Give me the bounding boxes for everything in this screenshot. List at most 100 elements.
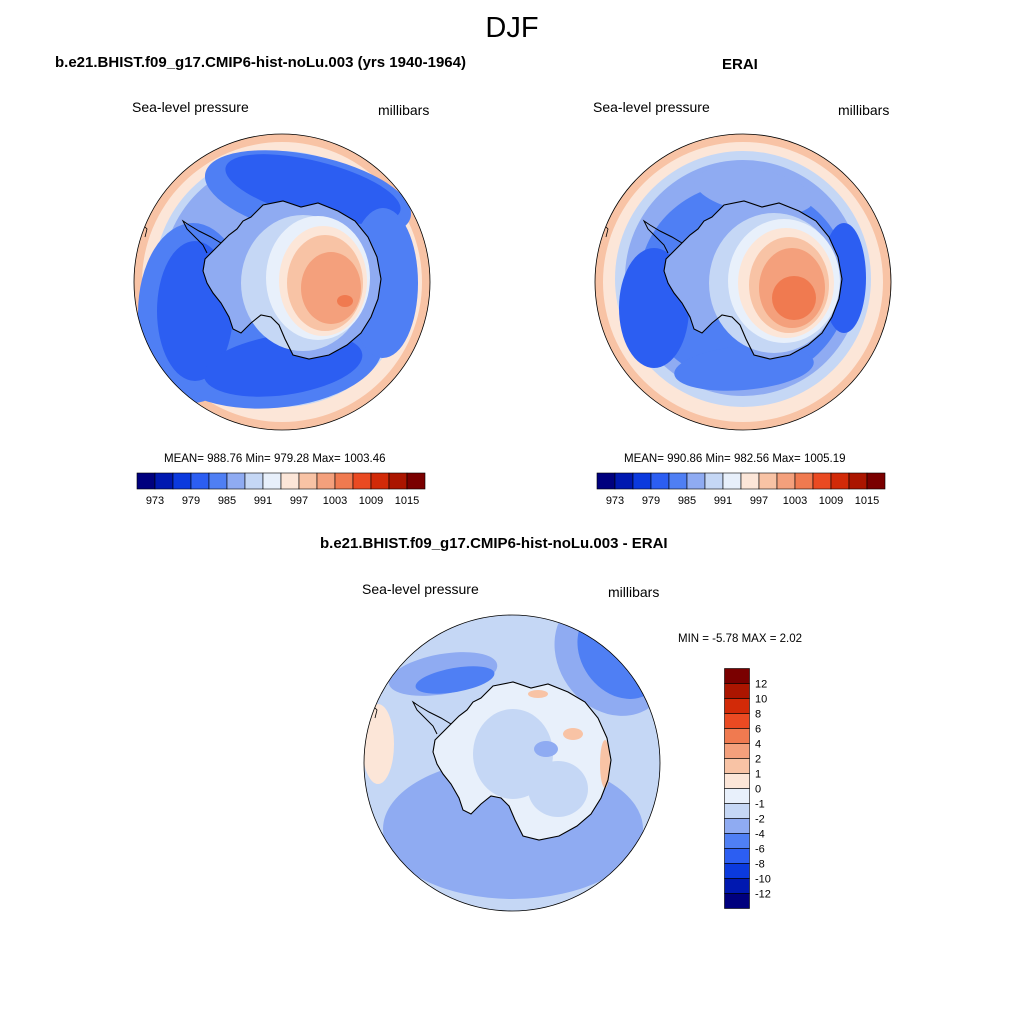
panel2-colorbar-tick-label: 1015 [855,495,879,507]
panel3-colorbar-tick-label: -12 [755,889,771,901]
panel2-colorbar-swatch-6 [704,472,724,490]
panel2-colorbar-swatch-12 [812,472,832,490]
panel2-colorbar-tick-label: 1003 [783,495,807,507]
panel2-colorbar-swatch-5 [686,472,706,490]
panel3-colorbar-swatch-1 [724,683,750,699]
panel1-units-label: millibars [378,102,430,118]
panel3-polar-map [363,614,661,912]
figure-title: DJF [485,12,539,44]
panel2-colorbar-swatch-14 [848,472,868,490]
panel1-colorbar-swatch-13 [370,472,390,490]
panel2-colorbar-swatch-13 [830,472,850,490]
panel1-colorbar-tick-label: 973 [146,495,164,507]
panel2-colorbar-swatch-15 [866,472,886,490]
panel3-colorbar-swatch-15 [724,893,750,909]
panel3-map-field [364,615,660,911]
panel3-colorbar-swatch-6 [724,758,750,774]
panel3-colorbar-tick-label: 8 [755,709,761,721]
panel2-colorbar-swatch-2 [632,472,652,490]
panel1-map-peninsula-coastline [181,219,222,254]
panel3-colorbar-swatch-9 [724,803,750,819]
panel3-colorbar-swatch-3 [724,713,750,729]
panel2-map-level-5 [694,166,814,216]
panel1-colorbar-swatch-4 [208,472,228,490]
panel3-colorbar-swatch-7 [724,773,750,789]
panel3-map-level-10 [534,741,558,757]
panel1-polar-map [133,133,431,431]
panel3-map-peninsula-coastline [411,700,452,735]
panel1-colorbar-swatch-2 [172,472,192,490]
panel3-map-level-1 [364,704,394,784]
panel2-polar-map [594,133,892,431]
panel1-colorbar-swatch-7 [262,472,282,490]
panel3-colorbar-swatch-8 [724,788,750,804]
panel2-variable-label: Sea-level pressure [593,99,710,115]
panel3-map-level-11 [563,728,583,740]
panel3-colorbar-swatch-12 [724,848,750,864]
panel1-map-field [134,134,430,430]
panel3-colorbar-tick-label: 2 [755,754,761,766]
panel2-colorbar-swatch-1 [614,472,634,490]
panel1-colorbar-swatch-11 [334,472,354,490]
panel3-map-level-13 [528,690,548,698]
panel3-colorbar-tick-label: 10 [755,694,767,706]
panel2-colorbar-swatch-11 [794,472,814,490]
panel1-title: b.e21.BHIST.f09_g17.CMIP6-hist-noLu.003 … [55,54,466,71]
panel3-units-label: millibars [608,584,660,600]
panel3-title: b.e21.BHIST.f09_g17.CMIP6-hist-noLu.003 … [320,535,668,552]
panel3-map-level-4 [415,666,495,694]
panel3-colorbar-tick-label: -4 [755,829,765,841]
panel1-colorbar-swatch-15 [406,472,426,490]
panel1-colorbar-tick-label: 979 [182,495,200,507]
panel3-map-antarctica-coastline [432,681,612,841]
panel3-colorbar-tick-label: -8 [755,859,765,871]
panel1-colorbar-tick-label: 1009 [359,495,383,507]
panel1-variable-label: Sea-level pressure [132,99,249,115]
panel2-colorbar-tick-label: 979 [642,495,660,507]
panel1-colorbar-swatch-0 [136,472,156,490]
panel2-map-field [595,134,891,430]
panel3-colorbar-tick-label: 1 [755,769,761,781]
panel1-map-level-17 [337,295,353,307]
panel2-colorbar-swatch-9 [758,472,778,490]
panel1-colorbar-swatch-10 [316,472,336,490]
panel3-stats: MIN = -5.78 MAX = 2.02 [678,633,803,645]
panel1-map-antarctica-coastline [202,200,382,360]
panel3-colorbar-tick-label: 0 [755,784,761,796]
panel3-colorbar-tick-label: 4 [755,739,761,751]
panel2-colorbar-tick-label: 985 [678,495,696,507]
panel2-colorbar-swatch-8 [740,472,760,490]
panel1-colorbar-tick-label: 991 [254,495,272,507]
panel3-variable-label: Sea-level pressure [362,581,479,597]
panel1-colorbar-swatch-1 [154,472,174,490]
panel3-colorbar-swatch-4 [724,728,750,744]
panel1-map-boundary [133,133,431,431]
panel1-colorbar-tick-label: 1003 [323,495,347,507]
panel1-stats: MEAN= 988.76 Min= 979.28 Max= 1003.46 [164,453,386,465]
panel3-colorbar-swatch-14 [724,878,750,894]
panel1-colorbar-swatch-3 [190,472,210,490]
panel1-colorbar: 973 979 985 991 997 1003 1009 1015 [136,472,426,507]
panel3-colorbar-swatch-0 [724,668,750,684]
panel1-colorbar-swatch-5 [226,472,246,490]
panel3-colorbar-swatch-5 [724,743,750,759]
panel3-colorbar-swatch-2 [724,698,750,714]
panel3-colorbar-swatch-11 [724,833,750,849]
panel3-colorbar-tick-label: -6 [755,844,765,856]
panel2-map-peninsula-coastline [642,219,683,254]
panel2-colorbar-swatch-10 [776,472,796,490]
panel1-colorbar-tick-label: 997 [290,495,308,507]
panel1-colorbar-swatch-14 [388,472,408,490]
panel2-units-label: millibars [838,102,890,118]
panel1-colorbar-swatch-9 [298,472,318,490]
panel2-colorbar-swatch-3 [650,472,670,490]
panel2-title: ERAI [722,56,758,73]
panel2-colorbar: 973 979 985 991 997 1003 1009 1015 [596,472,886,507]
panel1-colorbar-tick-label: 1015 [395,495,419,507]
panel3-map-boundary [363,614,661,912]
panel3-map-level-12 [600,740,610,788]
panel2-colorbar-tick-label: 973 [606,495,624,507]
panel2-colorbar-tick-label: 997 [750,495,768,507]
panel1-map-level-7 [225,154,401,224]
